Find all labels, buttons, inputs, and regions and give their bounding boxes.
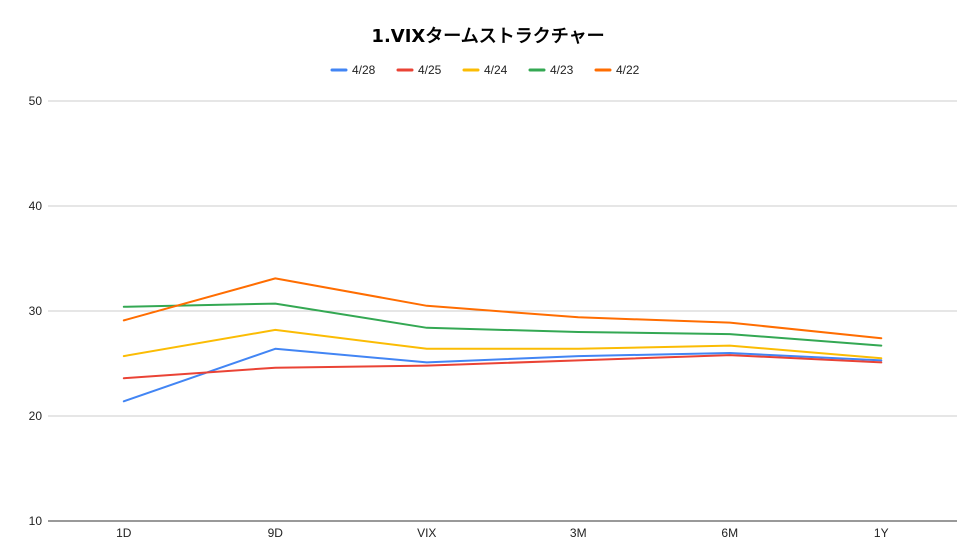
series-line-4-23 (122, 302, 883, 347)
y-tick-label: 50 (29, 94, 43, 108)
x-axis-ticks: 1D 9D VIX 3M 6M 1Y (116, 526, 889, 540)
series-line-4-22 (122, 277, 883, 340)
x-tick-label: 1Y (874, 526, 889, 540)
chart-title: 1.VIXタームストラクチャー (371, 26, 604, 47)
legend-label: 4/22 (616, 63, 640, 77)
y-tick-label: 40 (29, 199, 43, 213)
series-line-4-28 (122, 347, 883, 403)
series-line-4-24 (122, 328, 883, 360)
legend-label: 4/25 (418, 63, 442, 77)
x-tick-label: 6M (721, 526, 738, 540)
legend-label: 4/28 (352, 63, 376, 77)
legend-label: 4/23 (550, 63, 574, 77)
y-tick-label: 30 (29, 304, 43, 318)
x-tick-label: 3M (570, 526, 587, 540)
series-line-4-25 (122, 354, 883, 380)
y-tick-label: 20 (29, 409, 43, 423)
legend: 4/28 4/25 4/24 4/23 4/22 (330, 63, 640, 77)
legend-label: 4/24 (484, 63, 508, 77)
x-tick-label: VIX (417, 526, 436, 540)
series-lines (122, 277, 883, 403)
x-tick-label: 1D (116, 526, 132, 540)
y-tick-label: 10 (29, 514, 43, 528)
x-tick-label: 9D (268, 526, 284, 540)
gridlines (48, 100, 957, 522)
y-axis-ticks: 10 20 30 40 50 (29, 94, 43, 528)
